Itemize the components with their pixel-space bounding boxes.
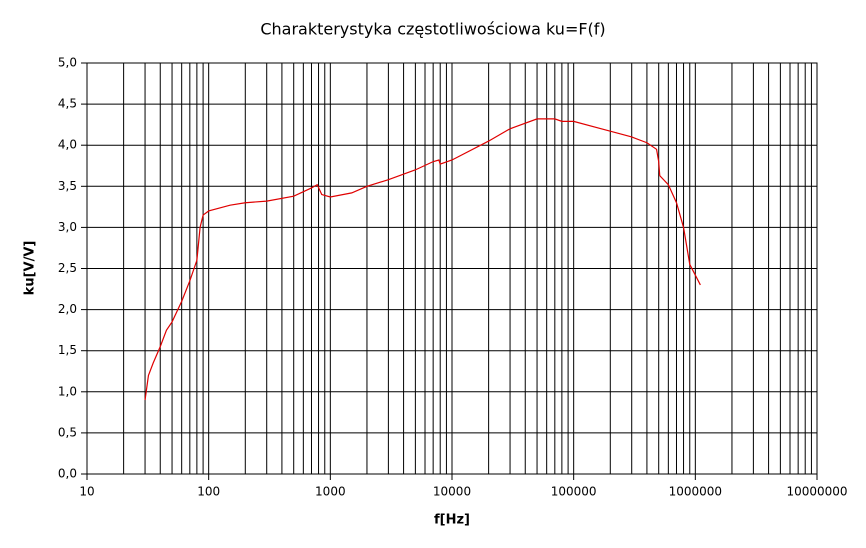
x-tick-label: 100000 bbox=[551, 485, 597, 499]
x-axis-label: f[Hz] bbox=[434, 513, 470, 528]
y-tick-label: 0,0 bbox=[58, 467, 77, 481]
data-line bbox=[144, 118, 701, 401]
x-tick-label: 100 bbox=[197, 485, 220, 499]
x-tick-label: 10000 bbox=[433, 485, 471, 499]
y-tick-label: 2,0 bbox=[58, 302, 77, 316]
y-tick-label: 3,5 bbox=[58, 179, 77, 193]
x-tick-label: 1000000 bbox=[669, 485, 722, 499]
y-axis-label: ku[V/V] bbox=[23, 241, 38, 296]
plot-border bbox=[86, 62, 818, 475]
x-tick-label: 10000000 bbox=[786, 485, 847, 499]
y-tick-label: 3,0 bbox=[58, 220, 77, 234]
y-tick-label: 5,0 bbox=[58, 56, 77, 70]
y-tick-label: 1,0 bbox=[58, 384, 77, 398]
x-tick-label: 1000 bbox=[315, 485, 346, 499]
y-tick-label: 1,5 bbox=[58, 343, 77, 357]
y-tick-label: 2,5 bbox=[58, 261, 77, 275]
y-tick-label: 4,5 bbox=[58, 97, 77, 111]
x-tick-label: 10 bbox=[79, 485, 94, 499]
y-tick-label: 0,5 bbox=[58, 425, 77, 439]
chart-title: Charakterystyka częstotliwościowa ku=F(f… bbox=[260, 20, 605, 39]
y-tick-label: 4,0 bbox=[58, 138, 77, 152]
